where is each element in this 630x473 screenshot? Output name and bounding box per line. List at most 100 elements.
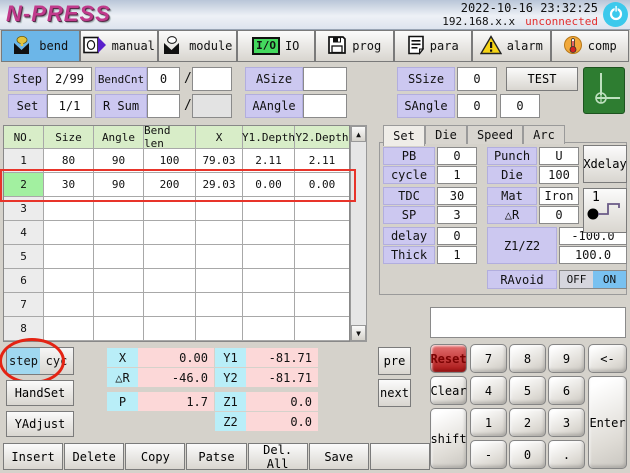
bendcnt-value[interactable]: 0 <box>147 67 180 91</box>
dot-key[interactable]: . <box>548 440 585 469</box>
table-cell[interactable]: 79.03 <box>196 149 243 173</box>
tab-io[interactable]: I/O IO <box>236 30 315 62</box>
table-cell[interactable] <box>196 293 243 317</box>
table-cell[interactable]: 80 <box>44 149 94 173</box>
table-cell[interactable] <box>295 317 349 341</box>
pre-button[interactable]: pre <box>378 347 411 375</box>
table-cell[interactable]: 90 <box>94 149 144 173</box>
blank-button[interactable] <box>369 443 430 470</box>
tab-module[interactable]: module <box>158 30 237 62</box>
table-row[interactable]: 4 <box>4 221 349 245</box>
table-cell[interactable] <box>94 221 144 245</box>
table-cell[interactable] <box>144 197 196 221</box>
table-cell[interactable]: 2.11 <box>295 149 349 173</box>
table-cell[interactable] <box>44 269 94 293</box>
table-cell[interactable]: 30 <box>44 173 94 197</box>
table-cell[interactable] <box>94 293 144 317</box>
enter-key[interactable]: Enter <box>588 376 627 469</box>
key-3[interactable]: 3 <box>548 408 585 437</box>
next-button[interactable]: next <box>378 379 411 407</box>
scroll-up-icon[interactable]: ▲ <box>351 126 366 142</box>
key-6[interactable]: 6 <box>548 376 585 405</box>
table-scrollbar[interactable]: ▲ ▼ <box>350 125 367 342</box>
sp-value[interactable]: 3 <box>437 206 477 224</box>
mat-value[interactable]: Iron <box>539 187 579 205</box>
table-cell[interactable] <box>94 317 144 341</box>
step-mode-button[interactable]: step <box>7 348 40 374</box>
copy-button[interactable]: Copy <box>125 443 186 470</box>
delay-value[interactable]: 0 <box>437 227 477 245</box>
cycle-value[interactable]: 1 <box>437 166 477 184</box>
table-row-selected[interactable]: 2 30 90 200 29.03 0.00 0.00 <box>4 173 349 197</box>
tab-alarm[interactable]: alarm <box>472 30 551 62</box>
param-tab-die[interactable]: Die <box>425 125 467 144</box>
test-button[interactable]: TEST <box>506 67 578 91</box>
table-cell[interactable] <box>196 317 243 341</box>
minus-key[interactable]: - <box>470 440 507 469</box>
table-cell[interactable] <box>144 221 196 245</box>
table-cell[interactable] <box>243 245 295 269</box>
table-cell[interactable] <box>144 317 196 341</box>
table-cell[interactable] <box>295 197 349 221</box>
save-button[interactable]: Save <box>308 443 369 470</box>
backspace-key[interactable]: <- <box>588 344 627 373</box>
table-cell[interactable] <box>243 293 295 317</box>
param-tab-arc[interactable]: Arc <box>523 125 565 144</box>
key-0[interactable]: 0 <box>509 440 546 469</box>
table-row[interactable]: 5 <box>4 245 349 269</box>
tab-prog[interactable]: prog <box>315 30 394 62</box>
param-tab-set[interactable]: Set <box>383 125 425 146</box>
table-cell[interactable]: 200 <box>144 173 196 197</box>
table-cell[interactable] <box>94 269 144 293</box>
table-cell[interactable] <box>44 317 94 341</box>
key-4[interactable]: 4 <box>470 376 507 405</box>
key-8[interactable]: 8 <box>509 344 546 373</box>
ravoid-on-option[interactable]: ON <box>593 271 626 288</box>
pb-value[interactable]: 0 <box>437 147 477 165</box>
table-row[interactable]: 6 <box>4 269 349 293</box>
table-cell[interactable] <box>196 269 243 293</box>
cyc-mode-button[interactable]: cyc <box>40 348 73 374</box>
table-cell[interactable]: 90 <box>94 173 144 197</box>
yadjust-button[interactable]: YAdjust <box>6 411 74 437</box>
rsum-value[interactable] <box>147 94 180 118</box>
step-value[interactable]: 2/99 <box>47 67 92 91</box>
bendcnt-extra-value[interactable] <box>192 67 232 91</box>
table-cell[interactable] <box>94 245 144 269</box>
table-cell[interactable]: 100 <box>144 149 196 173</box>
insert-button[interactable]: Insert <box>3 443 64 470</box>
key-2[interactable]: 2 <box>509 408 546 437</box>
z2-value[interactable]: 100.0 <box>559 246 627 264</box>
table-row[interactable]: 1 80 90 100 79.03 2.11 2.11 <box>4 149 349 173</box>
sangle-value-2[interactable]: 0 <box>500 94 540 118</box>
key-5[interactable]: 5 <box>509 376 546 405</box>
table-cell[interactable] <box>295 221 349 245</box>
table-cell[interactable] <box>144 245 196 269</box>
table-cell[interactable]: 29.03 <box>196 173 243 197</box>
shift-key[interactable]: shift <box>430 408 467 469</box>
key-7[interactable]: 7 <box>470 344 507 373</box>
sequence-mode-button[interactable]: 1 <box>583 188 627 233</box>
tdc-value[interactable]: 30 <box>437 187 477 205</box>
scroll-down-icon[interactable]: ▼ <box>351 325 366 341</box>
table-cell[interactable] <box>243 221 295 245</box>
table-cell[interactable] <box>196 245 243 269</box>
table-cell[interactable] <box>243 197 295 221</box>
axis-reference-button[interactable] <box>583 67 625 114</box>
table-cell[interactable] <box>243 317 295 341</box>
set-value[interactable]: 1/1 <box>47 94 92 118</box>
table-cell[interactable] <box>44 245 94 269</box>
paste-button[interactable]: Patse <box>186 443 247 470</box>
table-cell[interactable]: 0.00 <box>243 173 295 197</box>
die-value[interactable]: 100 <box>539 166 579 184</box>
reset-key[interactable]: Reset <box>430 344 467 373</box>
table-cell[interactable]: 0.00 <box>295 173 349 197</box>
table-cell[interactable] <box>144 293 196 317</box>
numpad-input-display[interactable] <box>430 307 626 338</box>
ravoid-off-option[interactable]: OFF <box>560 271 593 288</box>
table-cell[interactable] <box>295 293 349 317</box>
table-cell[interactable] <box>94 197 144 221</box>
aangle-value[interactable] <box>303 94 347 118</box>
thick-value[interactable]: 1 <box>437 246 477 264</box>
delta-r-value[interactable]: 0 <box>539 206 579 224</box>
